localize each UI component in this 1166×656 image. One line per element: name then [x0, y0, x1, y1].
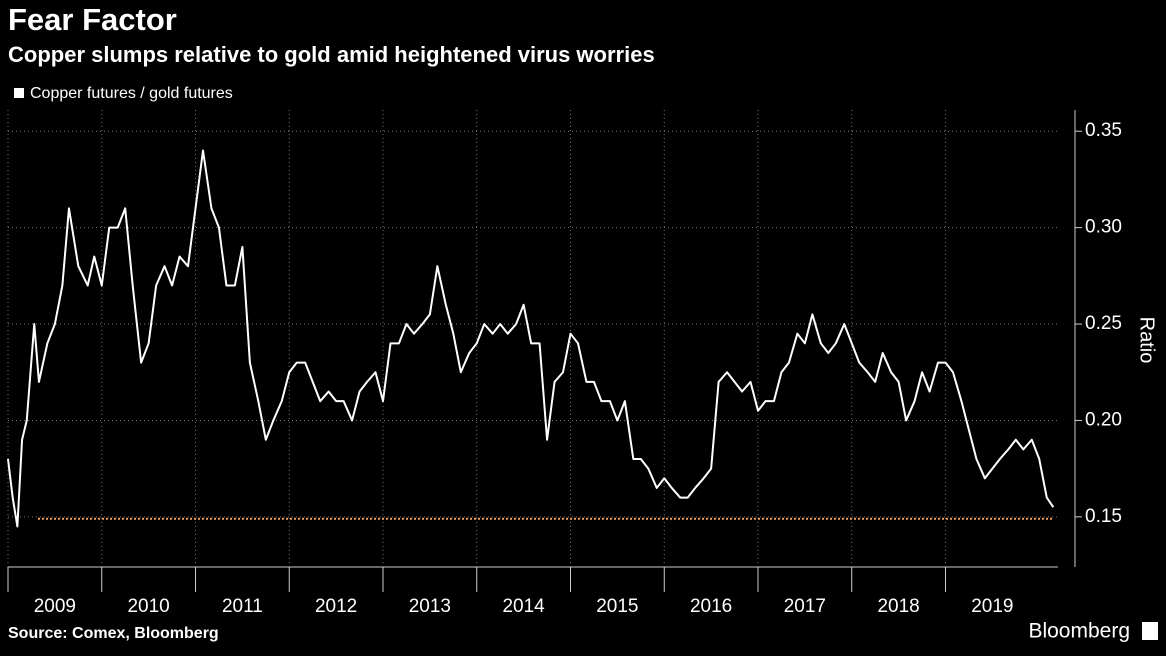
x-tick-label: 2013 [409, 596, 451, 617]
y-tick-label: 0.35 [1085, 120, 1122, 141]
x-tick-label: 2015 [596, 596, 638, 617]
y-tick-label: 0.30 [1085, 217, 1122, 238]
x-tick-label: 2018 [877, 596, 919, 617]
y-tick-label: 0.15 [1085, 506, 1122, 527]
x-tick-label: 2017 [784, 596, 826, 617]
brand-icon [1142, 622, 1158, 640]
y-tick-label: 0.20 [1085, 409, 1122, 430]
y-axis-label: Ratio [1136, 317, 1158, 364]
legend-swatch [14, 88, 24, 98]
legend-label: Copper futures / gold futures [30, 85, 233, 102]
x-tick-label: 2009 [34, 596, 76, 617]
chart-title: Fear Factor [8, 2, 177, 37]
x-tick-label: 2019 [971, 596, 1013, 617]
x-tick-label: 2016 [690, 596, 732, 617]
chart-subtitle: Copper slumps relative to gold amid heig… [8, 42, 655, 67]
x-tick-label: 2014 [502, 596, 545, 617]
brand: Bloomberg [1028, 620, 1130, 643]
source: Source: Comex, Bloomberg [8, 625, 219, 642]
x-tick-label: 2011 [222, 596, 263, 617]
x-tick-label: 2010 [127, 596, 169, 617]
x-tick-label: 2012 [315, 596, 357, 617]
y-tick-label: 0.25 [1085, 313, 1122, 334]
data-line [7, 149, 1055, 528]
